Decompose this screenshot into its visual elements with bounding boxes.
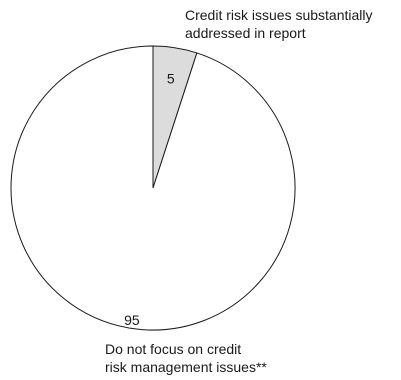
slice-value-label: 95 [124,312,140,328]
slice-label-credit-risk-addressed: Credit risk issues substantially address… [185,6,373,42]
slices-layer [11,46,295,330]
slice-label-line: risk management issues** [105,358,267,376]
slice-label-line: Credit risk issues substantially [185,6,373,24]
slice-label-line: Do not focus on credit [105,340,267,358]
slice-label-not-focused: Do not focus on credit risk management i… [105,340,267,376]
slice-value-label: 5 [167,71,175,87]
slice-label-line: addressed in report [185,24,373,42]
slice-not-focused [11,46,295,330]
